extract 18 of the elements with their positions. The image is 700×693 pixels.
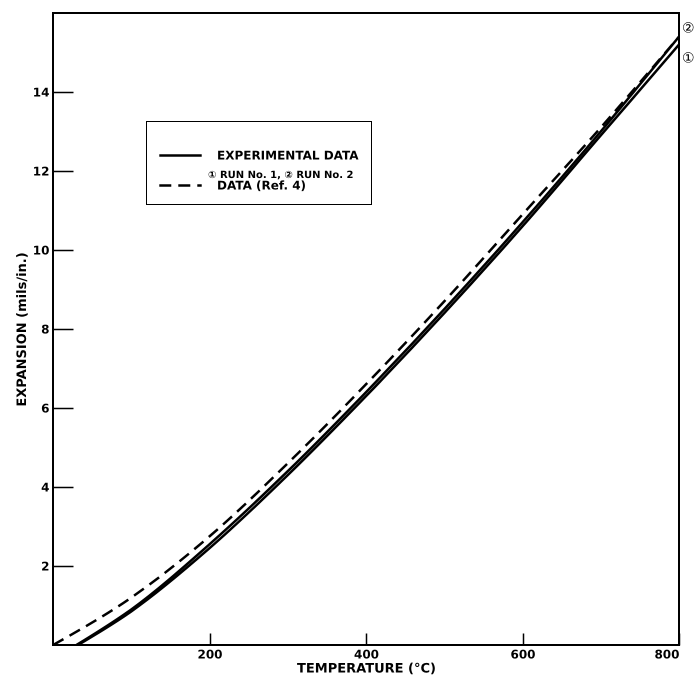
y-tick-label: 8 xyxy=(41,322,50,336)
y-tick-label: 10 xyxy=(32,244,50,258)
x-tick-label: 600 xyxy=(510,648,536,662)
legend-label: EXPERIMENTAL DATA xyxy=(217,148,360,162)
y-tick-label: 6 xyxy=(41,402,50,416)
x-axis-title: TEMPERATURE (°C) xyxy=(297,662,436,676)
y-tick-label: 2 xyxy=(41,560,50,574)
x-tick-label: 800 xyxy=(654,648,680,662)
annotation: ① RUN No. 1, ② RUN No. 2 xyxy=(208,170,354,181)
y-axis-title: EXPANSION (mils/in.) xyxy=(14,252,30,407)
y-tick-label: 4 xyxy=(41,480,50,494)
x-tick-label: 200 xyxy=(197,648,223,662)
x-tick-label: 400 xyxy=(354,648,380,662)
y-tick-label: 14 xyxy=(32,86,50,100)
y-tick-label: 12 xyxy=(32,164,50,178)
annotation: ② xyxy=(682,20,695,37)
annotation: ① xyxy=(682,50,695,67)
legend-label: DATA (Ref. 4) xyxy=(217,178,306,192)
